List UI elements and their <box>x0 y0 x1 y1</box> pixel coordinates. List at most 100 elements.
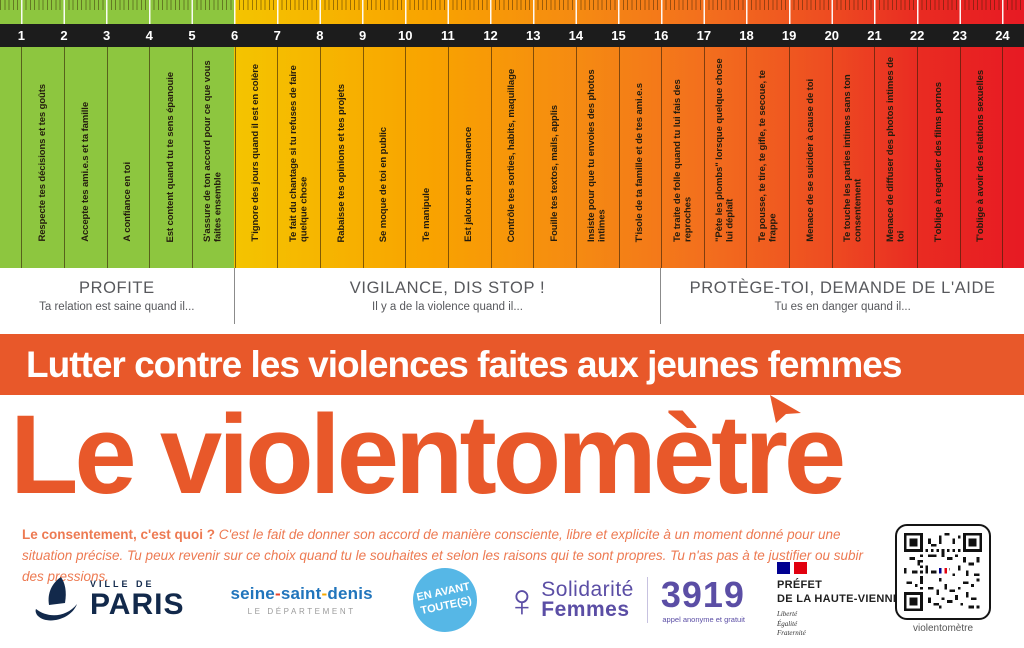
ruler-number: 4 <box>145 28 153 43</box>
paris-boat-icon <box>35 577 77 621</box>
ruler-item-column: Accepte tes ami.e.s et ta famille <box>63 47 107 268</box>
logo-prefet-haute-vienne: PRÉFET DE LA HAUTE-VIENNE Liberté Égalit… <box>776 561 901 639</box>
ruler-number: 22 <box>909 28 925 43</box>
ruler-item-column: T'oblige à regarder des films pornos <box>917 47 960 268</box>
ruler-item-label: S'assure de ton accord pour ce que vous … <box>202 60 224 242</box>
ruler-tick-strip <box>0 0 1024 24</box>
ruler-number: 12 <box>483 28 498 43</box>
ruler-number: 14 <box>568 28 584 43</box>
ruler-number: 3 <box>103 28 111 43</box>
ruler-item-column: Insiste pour que tu envoies des photos i… <box>575 47 619 268</box>
ruler-item-label: Menace de se suicider à cause de toi <box>804 79 816 242</box>
ruler-item-column: A confiance en toi <box>106 47 150 268</box>
consent-lead: Le consentement, c'est quoi ? <box>22 527 215 542</box>
ruler-item-label: Se moque de toi en public <box>378 126 390 242</box>
paris-name-label: PARIS <box>90 588 185 622</box>
consent-paragraph: Le consentement, c'est quoi ? C'est le f… <box>22 525 867 588</box>
ssd-separator: - <box>321 584 328 603</box>
ruler-number: 15 <box>611 28 626 43</box>
ruler-number: 5 <box>188 28 196 43</box>
ruler-item-column: Te manipule <box>405 47 448 268</box>
ruler-item-column: T'oblige à avoir des relations sexuelles <box>959 47 1003 268</box>
ruler-item-column: Est content quand tu te sens épanouie <box>149 47 192 268</box>
paris-ville-de-label: VILLE DE <box>90 579 155 590</box>
motto-fraternite: Fraternité <box>776 629 806 638</box>
ruler-item-label: Menace de diffuser des photos intimes de… <box>884 57 907 242</box>
zone-protege-toi: PROTÈGE-TOI, DEMANDE DE L'AIDE Tu es en … <box>661 268 1024 324</box>
hotline-subtitle: appel anonyme et gratuit <box>662 614 745 624</box>
ruler-item-column: Est jaloux en permanence <box>447 47 491 268</box>
logo-seine-saint-denis: seine-saint-denis LE DÉPARTEMENT <box>230 584 372 616</box>
ruler-major-ticks <box>0 0 1024 24</box>
prefet-motto: Liberté Égalité Fraternité <box>777 610 901 638</box>
zone-vigilance: VIGILANCE, DIS STOP ! Il y a de la viole… <box>235 268 662 324</box>
qr-pattern-icon <box>904 533 982 611</box>
ruler-item-column: Menace de se suicider à cause de toi <box>789 47 832 268</box>
ruler-item-column: Rabaisse tes opinions et tes projets <box>319 47 363 268</box>
ruler-number: 1 <box>17 28 25 43</box>
ssd-name: seine-saint-denis <box>230 584 372 604</box>
ruler-item-label: T'oblige à regarder des films pornos <box>932 81 944 242</box>
ruler-number: 21 <box>867 28 882 43</box>
title-text: Le violentomètre <box>10 392 846 517</box>
ruler-item-label: Insiste pour que tu envoies des photos i… <box>586 69 608 242</box>
ruler-number: 23 <box>952 28 967 43</box>
zone-subtitle: Tu es en danger quand il... <box>774 301 911 313</box>
ruler-item-label: T'ignore des jours quand il est en colèr… <box>250 64 262 242</box>
ruler-item-column: Contrôle tes sorties, habits, maquillage <box>490 47 534 268</box>
ruler-item-label: T'isole de ta famille et de tes ami.e.s <box>634 82 646 242</box>
logo-divider <box>646 577 648 623</box>
ruler-item-label: Respecte tes décisions et tes goûts <box>36 84 48 242</box>
prefet-line1: PRÉFET <box>776 578 823 591</box>
ruler-number: 17 <box>696 28 712 43</box>
ruler-item-label: Te manipule <box>420 188 432 242</box>
ssd-part: denis <box>327 584 373 603</box>
motto-liberte: Liberté <box>776 610 798 619</box>
ssd-separator: - <box>274 584 281 603</box>
ruler-spacer-right <box>1002 47 1023 268</box>
ruler-number: 6 <box>230 28 239 43</box>
ruler-number: 10 <box>398 28 413 43</box>
ruler-number: 8 <box>316 28 324 43</box>
ruler-numbers: 1 2 3 4 5 6 7 8 9 10 11 12 13 14 15 16 17 18 19 20 21 22 23 24 <box>0 24 1024 47</box>
zone-subtitle: Ta relation est saine quand il... <box>39 301 195 313</box>
zone-subtitle: Il y a de la violence quand il... <box>372 301 523 313</box>
consent-body: C'est le fait de donner son accord de ma… <box>22 527 864 584</box>
page-title: Le violentomètre <box>0 395 1024 511</box>
ruler-item-label: Te fait du chantage si tu refuses de fai… <box>287 65 310 242</box>
banner-text: Lutter contre les violences faites aux j… <box>26 343 902 385</box>
ssd-part: seine <box>230 584 275 603</box>
logo-solidarite-femmes: ♀ Solidarité Femmes <box>505 577 634 623</box>
ruler-item-column: T'isole de ta famille et de tes ami.e.s <box>618 47 662 268</box>
ruler-number: 20 <box>824 28 840 43</box>
ruler-item-label: Te pousse, te tire, te gifle, te secoue,… <box>756 70 779 242</box>
zone-title: PROFITE <box>78 279 155 297</box>
ruler-item-column: S'assure de ton accord pour ce que vous … <box>191 47 235 268</box>
ssd-part: saint <box>280 584 322 603</box>
ruler-item-column: "Pète les plombs" lorsque quelque chose … <box>703 47 747 268</box>
zone-title: PROTÈGE-TOI, DEMANDE DE L'AIDE <box>689 279 996 297</box>
ruler-number: 7 <box>273 28 281 43</box>
ruler-item-column: Te traite de folle quand tu lui fais des… <box>661 47 704 268</box>
prefet-line2: DE LA HAUTE-VIENNE <box>776 592 901 605</box>
ruler-item-column: Menace de diffuser des photos intimes de… <box>874 47 917 268</box>
ruler-number: 11 <box>441 28 455 43</box>
ruler-item-label: Est content quand tu te sens épanouie <box>164 71 176 243</box>
logo-ville-de-paris: VILLE DE PARIS <box>30 574 184 626</box>
ruler-item-label: Est jaloux en permanence <box>463 127 475 242</box>
violence-scale: 1 2 3 4 5 6 7 8 9 10 11 12 13 14 15 16 17 18 19 20 21 22 23 24 … <box>0 0 1024 268</box>
ruler-item-label: Fouille tes textos, mails, applis <box>548 105 560 242</box>
ruler-item-column: Fouille tes textos, mails, applis <box>533 47 576 268</box>
ruler-number: 19 <box>781 28 797 43</box>
ruler-item-column: T'ignore des jours quand il est en colèr… <box>234 47 278 268</box>
ruler-item-label: "Pète les plombs" lorsque quelque chose … <box>714 58 736 242</box>
solidarite-label: Solidarité <box>541 577 634 601</box>
qr-caption: violentomètre <box>912 623 974 634</box>
ruler-item-column: Respecte tes décisions et tes goûts <box>21 47 64 268</box>
partner-logos: VILLE DE PARIS seine-saint-denis LE DÉPA… <box>0 560 901 640</box>
campaign-banner: Lutter contre les violences faites aux j… <box>0 334 1024 395</box>
logo-en-avant-toutes: EN AVANT TOUTE(S) <box>406 562 483 638</box>
ssd-departement-label: LE DÉPARTEMENT <box>247 607 356 616</box>
ruler-item-label: Accepte tes ami.e.s et ta famille <box>79 102 91 242</box>
